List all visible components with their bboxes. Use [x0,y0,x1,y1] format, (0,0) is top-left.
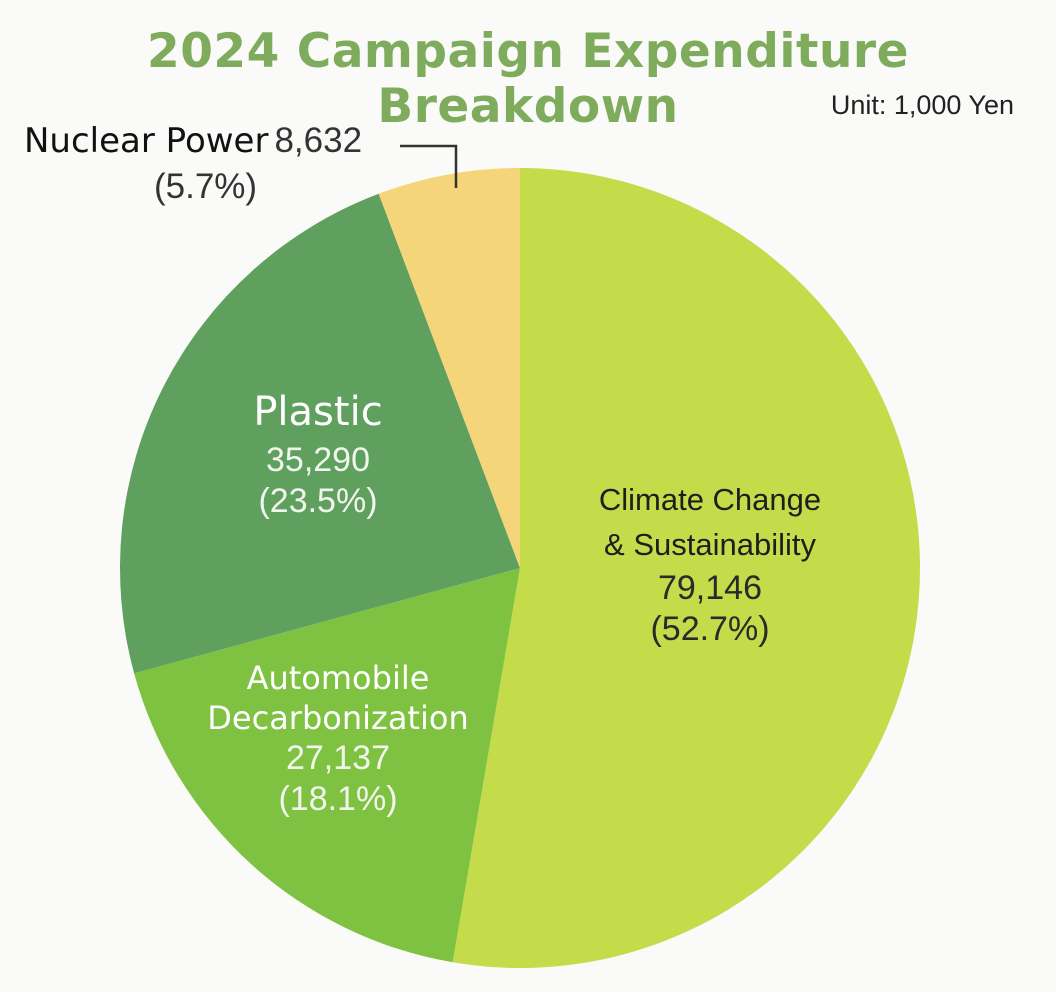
slice-label-climate-line1: Climate Change [598,482,822,517]
label-automobile: Automobile Decarbonization 27,137 (18.1%… [207,658,468,820]
slice-percent-auto: (18.1%) [278,779,398,818]
pie-slice-nuclear [378,168,520,568]
slice-percent-climate: (52.7%) [650,609,770,648]
slice-label-auto-line2: Decarbonization [207,699,469,737]
slice-percent-nuclear: (5.7%) [154,167,258,206]
slice-value-auto: 27,137 [285,739,390,777]
slice-label-plastic: Plastic [253,389,383,435]
slice-label-auto-line1: Automobile [246,659,430,697]
slice-label-climate-line2: & Sustainability [604,526,816,562]
slice-value-plastic: 35,290 [266,441,370,479]
pie-slice-automobile [134,568,520,963]
label-plastic: Plastic 35,290 (23.5%) [253,388,382,522]
chart-title: 2024 Campaign Expenditure Breakdown [147,24,909,134]
pie-slice-climate [452,168,921,968]
nuclear-leader-line [400,144,458,188]
pie-slices [119,168,921,968]
unit-label: Unit: 1,000 Yen [830,90,1014,120]
label-climate-change: Climate Change & Sustainability 79,146 (… [599,478,821,649]
slice-percent-plastic: (23.5%) [258,481,378,520]
slice-value-climate: 79,146 [657,568,762,607]
pie-slice-plastic [119,193,520,674]
label-nuclear-power: Nuclear Power 8,632 (5.7%) [24,120,362,208]
slice-label-nuclear: Nuclear Power [24,121,269,161]
slice-value-nuclear: 8,632 [274,121,363,160]
